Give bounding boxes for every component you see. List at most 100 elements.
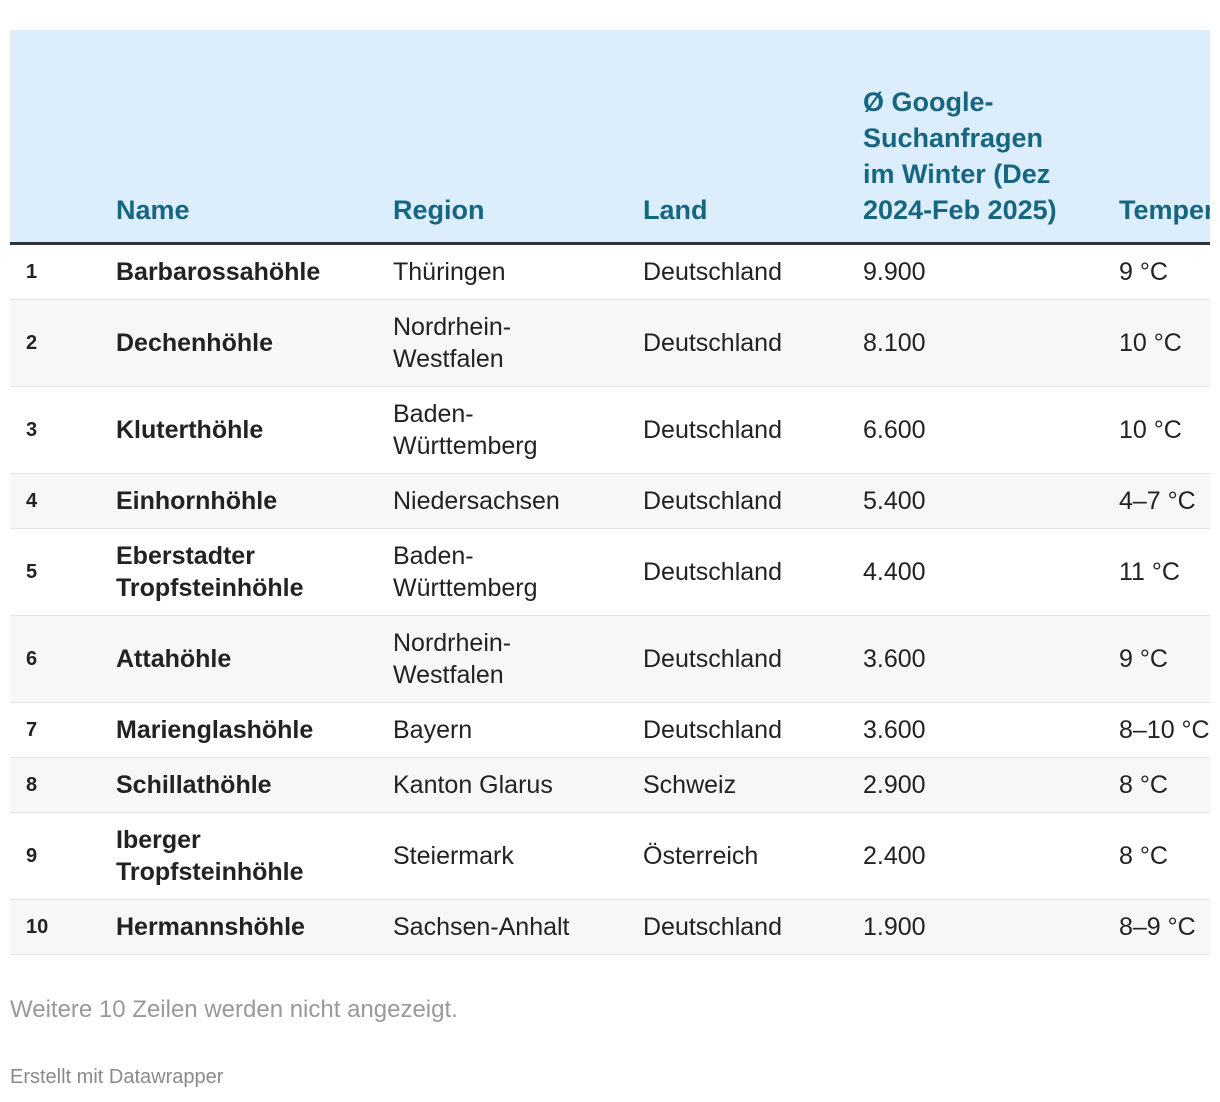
table-cell: 6.600 [863, 386, 1119, 474]
table-cell: Steiermark [393, 812, 643, 900]
cell-text: Thüringen [393, 258, 506, 286]
cell-text: Deutschland [643, 645, 782, 673]
table-cell: Deutschland [643, 702, 863, 758]
table-cell: 8.100 [863, 299, 1119, 387]
cell-text: Schweiz [643, 771, 737, 799]
table-cell: Baden-Württemberg [393, 528, 643, 616]
cell-text: Kluterthöhle [116, 416, 264, 444]
cell-text: Deutschland [643, 416, 782, 444]
table: Name Region Land Ø Google-Suchanfragen im W… [10, 30, 1210, 955]
rank-cell: 2 [10, 299, 116, 387]
rank-cell: 1 [10, 243, 116, 300]
table-cell: Eberstadter Tropfsteinhöhle [116, 528, 393, 616]
header-cell: Region [393, 30, 643, 245]
table-cell: Barbarossahöhle [116, 243, 393, 300]
rank-cell: 4 [10, 473, 116, 529]
cell-text: 4.400 [863, 558, 926, 586]
cell-text: 2 [26, 332, 38, 354]
table-cell: 11 °C [1119, 528, 1210, 616]
table-cell: Attahöhle [116, 615, 393, 703]
cell-text: 8–10 °C [1119, 716, 1210, 744]
credit: Erstellt mit Datawrapper [10, 1066, 224, 1088]
cell-text: 6.600 [863, 416, 926, 444]
table-row: 10 Hermannshöhle Sachsen-Anhalt Deutschland… [10, 899, 1210, 955]
table-cell: 1.900 [863, 899, 1119, 955]
header-row: Name Region Land Ø Google-Suchanfragen im W… [10, 30, 1210, 245]
cell-text: 9.900 [863, 258, 926, 286]
cell-text: Deutschland [643, 329, 782, 357]
cell-text: 10 °C [1119, 416, 1182, 444]
table-cell: Thüringen [393, 243, 643, 300]
rank-cell: 7 [10, 702, 116, 758]
table-row: 5 Eberstadter Tropfsteinhöhle Baden-Württe… [10, 528, 1210, 616]
table-cell: Deutschland [643, 528, 863, 616]
cell-text: 5 [26, 561, 38, 583]
cell-text: Deutschland [643, 258, 782, 286]
cell-text: Nordrhein-Westfalen [393, 313, 512, 373]
table-cell: Deutschland [643, 615, 863, 703]
table-cell: Kluterthöhle [116, 386, 393, 474]
cell-text: 3 [26, 419, 38, 441]
cell-text: 10 °C [1119, 329, 1182, 357]
table-cell: Schweiz [643, 757, 863, 813]
table-row: 4 Einhornhöhle Niedersachsen Deutschland 5.4… [10, 473, 1210, 529]
table-body: 1 Barbarossahöhle Thüringen Deutschland 9.90… [10, 243, 1210, 955]
rank-cell: 5 [10, 528, 116, 616]
cell-text: 2.400 [863, 842, 926, 870]
cell-text: Iberger Tropfsteinhöhle [116, 826, 304, 886]
table-row: 3 Kluterthöhle Baden-Württemberg Deutschlan… [10, 386, 1210, 474]
table-cell: 2.900 [863, 757, 1119, 813]
cell-text: Schillathöhle [116, 771, 272, 799]
rank-cell: 3 [10, 386, 116, 474]
cell-text: Barbarossahöhle [116, 258, 321, 286]
cell-text: Land [643, 195, 708, 225]
table-cell: 8 °C [1119, 812, 1210, 900]
cell-text: 8 °C [1119, 842, 1168, 870]
cell-text: 8 [26, 774, 38, 796]
cell-text: 8 °C [1119, 771, 1168, 799]
cell-text: 9 [26, 845, 38, 867]
table-cell: Deutschland [643, 899, 863, 955]
cell-text: Österreich [643, 842, 759, 870]
table-cell: Österreich [643, 812, 863, 900]
cell-text: Nordrhein-Westfalen [393, 629, 512, 689]
table-row: 1 Barbarossahöhle Thüringen Deutschland 9.90… [10, 243, 1210, 300]
table-cell: Iberger Tropfsteinhöhle [116, 812, 393, 900]
cell-text: Hermannshöhle [116, 913, 305, 941]
cell-text: Kanton Glarus [393, 771, 553, 799]
table-cell: Baden-Württemberg [393, 386, 643, 474]
header-cell: Name [116, 30, 393, 245]
table-cell: 3.600 [863, 702, 1119, 758]
table-cell: Kanton Glarus [393, 757, 643, 813]
table-cell: Deutschland [643, 386, 863, 474]
table-cell: 4.400 [863, 528, 1119, 616]
table-cell: Nordrhein-Westfalen [393, 299, 643, 387]
rank-cell: 6 [10, 615, 116, 703]
cell-text: 1 [26, 261, 38, 283]
table-cell: Deutschland [643, 243, 863, 300]
table-cell: Dechenhöhle [116, 299, 393, 387]
cell-text: 9 °C [1119, 645, 1168, 673]
cell-text: 8.100 [863, 329, 926, 357]
cell-text: Region [393, 195, 485, 225]
cell-text: 2.900 [863, 771, 926, 799]
table-cell: Niedersachsen [393, 473, 643, 529]
cell-text: Deutschland [643, 913, 782, 941]
table-cell: 10 °C [1119, 299, 1210, 387]
cell-text: Deutschland [643, 716, 782, 744]
table-row: 8 Schillathöhle Kanton Glarus Schweiz 2.900 8… [10, 757, 1210, 813]
cell-text: 3.600 [863, 716, 926, 744]
cell-text: 4–7 °C [1119, 487, 1196, 515]
table-cell: 8–10 °C [1119, 702, 1210, 758]
table-cell: 10 °C [1119, 386, 1210, 474]
cell-text: Marienglashöhle [116, 716, 314, 744]
cell-text: Dechenhöhle [116, 329, 273, 357]
cell-text: Baden-Württemberg [393, 542, 538, 602]
cell-text: Eberstadter Tropfsteinhöhle [116, 542, 304, 602]
table-cell: 2.400 [863, 812, 1119, 900]
cell-text: Baden-Württemberg [393, 400, 538, 460]
cell-text: Niedersachsen [393, 487, 560, 515]
cell-text: 4 [26, 490, 38, 512]
cell-text: Bayern [393, 716, 473, 744]
table-row: 2 Dechenhöhle Nordrhein-Westfalen Deutschla… [10, 299, 1210, 387]
